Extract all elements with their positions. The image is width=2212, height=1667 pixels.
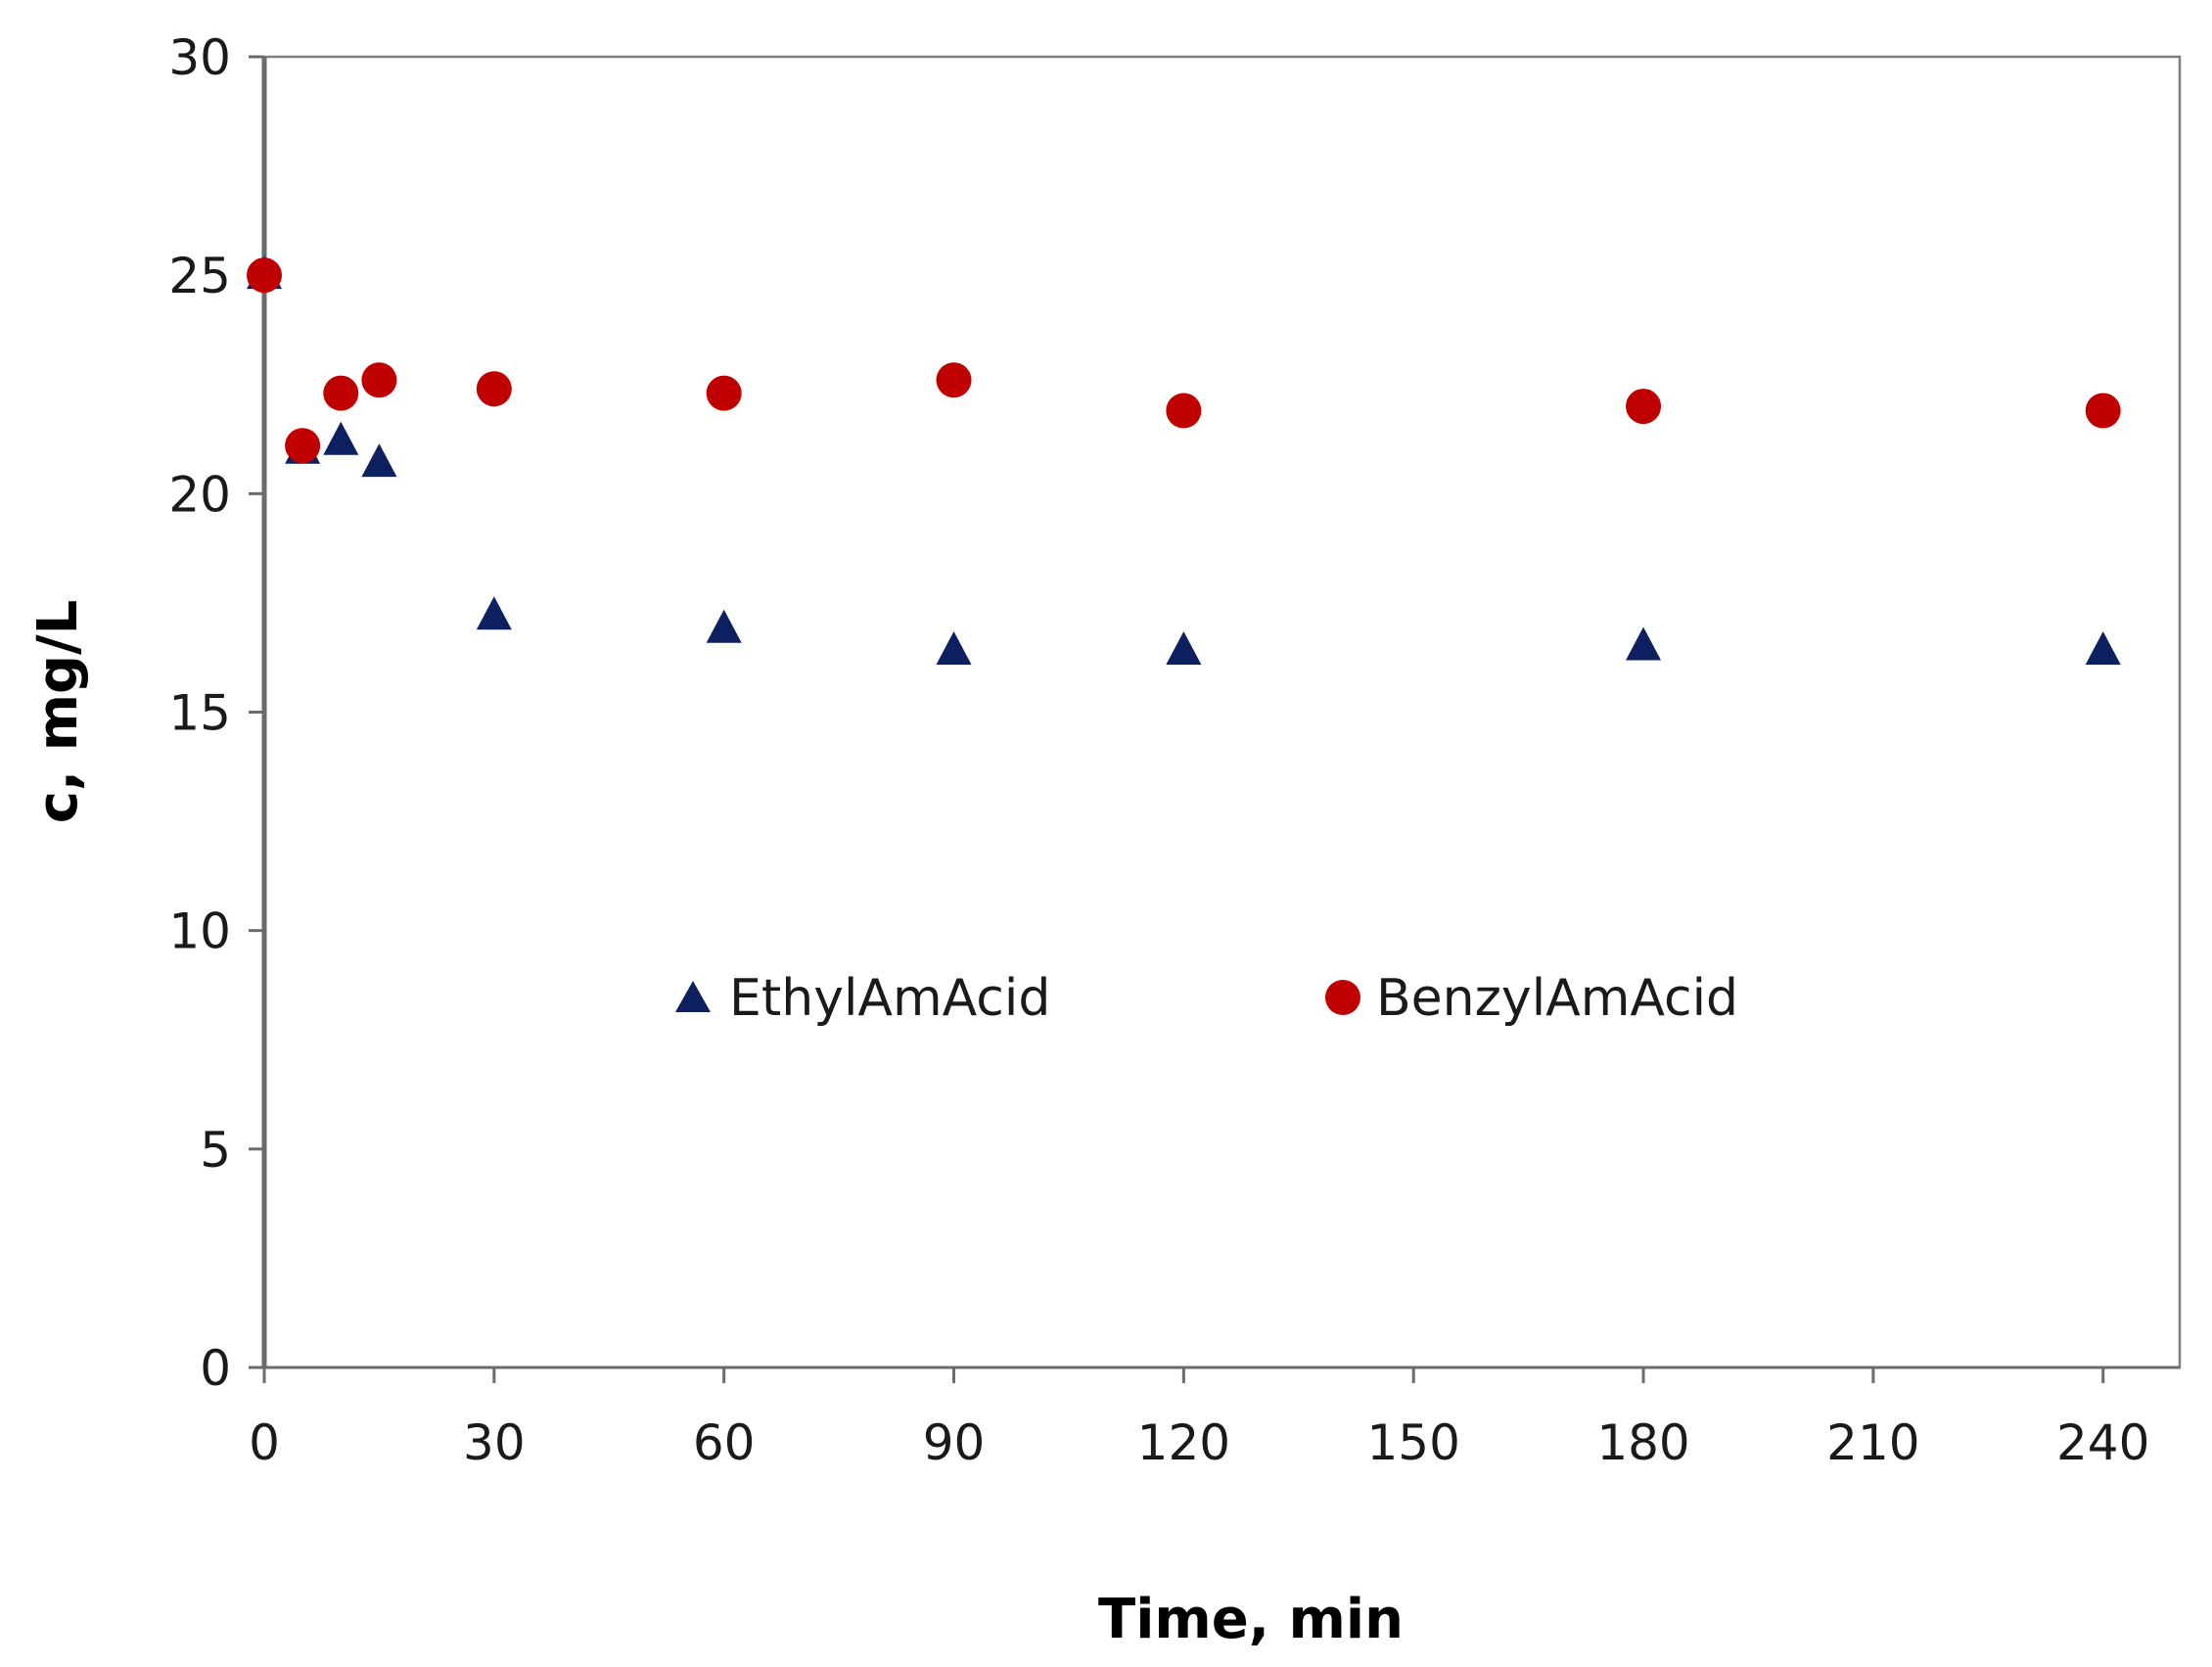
data-point-benzylamacid (706, 375, 742, 411)
legend: EthylAmAcid BenzylAmAcid (675, 969, 1738, 1028)
data-point-ethylamacid (1626, 626, 1662, 661)
data-point-benzylamacid (1626, 389, 1662, 425)
y-tick-label: 25 (168, 248, 231, 304)
y-tick-label: 15 (168, 685, 231, 742)
y-tick-label: 0 (200, 1340, 231, 1397)
data-point-ethylamacid (476, 596, 512, 630)
data-point-benzylamacid (2085, 393, 2121, 429)
data-point-benzylamacid (476, 371, 512, 407)
data-point-ethylamacid (323, 421, 359, 455)
data-point-benzylamacid (361, 362, 397, 398)
legend-marker-ethylamacid (675, 981, 711, 1012)
x-tick-label: 210 (1826, 1414, 1919, 1471)
series-benzylamacid (247, 257, 2121, 464)
data-point-ethylamacid (361, 443, 397, 478)
data-point-benzylamacid (323, 375, 359, 411)
x-tick-label: 240 (2056, 1414, 2149, 1471)
data-point-benzylamacid (1166, 393, 1202, 429)
x-tick-label: 180 (1596, 1414, 1689, 1471)
x-axis-title: Time, min (1098, 1588, 1404, 1651)
y-tick-label: 10 (168, 903, 231, 960)
x-axis-ticks: 0 30 60 90 120 150 180 210 240 (249, 1367, 2149, 1471)
data-point-ethylamacid (2085, 631, 2121, 666)
data-point-ethylamacid (706, 609, 742, 643)
data-point-ethylamacid (936, 631, 972, 666)
y-tick-label: 30 (168, 29, 231, 86)
data-series (247, 255, 2121, 666)
y-axis-ticks: 0 5 10 15 20 25 30 (168, 29, 264, 1397)
x-tick-label: 150 (1366, 1414, 1459, 1471)
x-tick-label: 30 (463, 1414, 526, 1471)
data-point-benzylamacid (247, 257, 282, 294)
legend-marker-benzylamacid (1325, 980, 1360, 1015)
plot-area (262, 55, 2182, 1369)
y-tick-label: 5 (200, 1122, 231, 1179)
y-axis-title: c, mg/L (26, 600, 90, 824)
x-tick-label: 90 (923, 1414, 986, 1471)
legend-label-benzylamacid: BenzylAmAcid (1376, 969, 1738, 1028)
legend-label-ethylamacid: EthylAmAcid (729, 969, 1050, 1028)
x-tick-label: 120 (1137, 1414, 1230, 1471)
x-tick-label: 60 (693, 1414, 756, 1471)
x-tick-label: 0 (249, 1414, 280, 1471)
data-point-ethylamacid (1166, 631, 1202, 666)
data-point-benzylamacid (285, 428, 321, 464)
data-point-benzylamacid (936, 362, 972, 398)
y-tick-label: 20 (168, 466, 231, 523)
